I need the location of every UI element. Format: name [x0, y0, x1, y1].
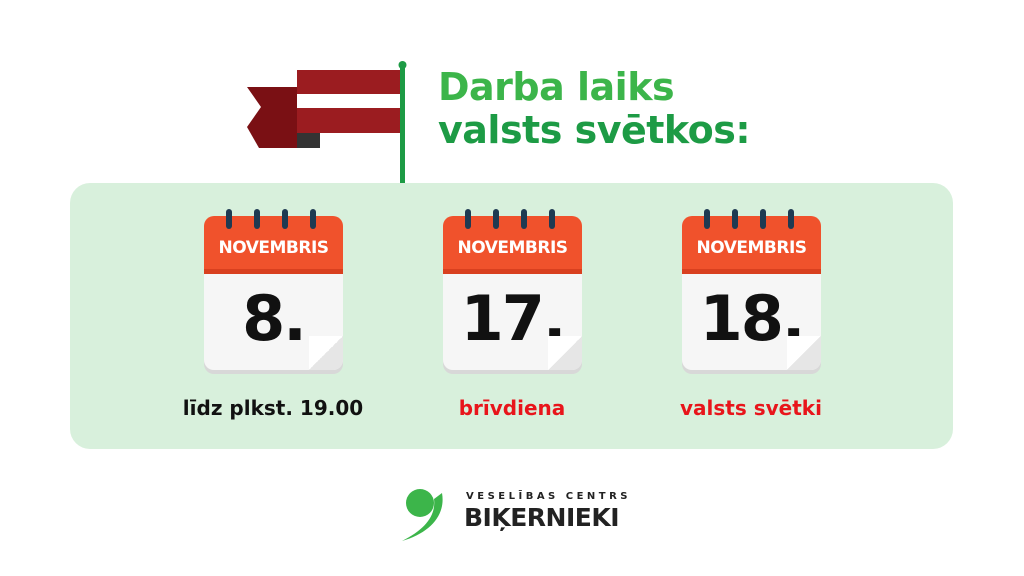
- binder-ring-icon: [732, 209, 738, 229]
- page-title: Darba laiks valsts svētkos:: [438, 65, 751, 152]
- calendar-card: NOVEMBRIS 17.: [443, 209, 582, 370]
- calendar-day: 8.: [242, 282, 307, 355]
- calendar-header: NOVEMBRIS: [682, 216, 821, 274]
- logo-tagline: VESELĪBAS CENTRS: [466, 491, 632, 502]
- latvian-flag-icon: [247, 61, 407, 183]
- binder-ring-icon: [760, 209, 766, 229]
- page-curl-icon: [787, 336, 821, 370]
- calendar-month: NOVEMBRIS: [696, 238, 807, 258]
- binder-ring-icon: [282, 209, 288, 229]
- calendar-card: NOVEMBRIS 18.: [682, 209, 821, 370]
- calendar-page: 8.: [204, 274, 343, 370]
- binder-ring-icon: [521, 209, 527, 229]
- calendar-header: NOVEMBRIS: [443, 216, 582, 274]
- logo: VESELĪBAS CENTRS BIĶERNIEKI: [400, 485, 640, 545]
- page-curl-icon: [309, 336, 343, 370]
- binder-ring-icon: [788, 209, 794, 229]
- page-curl-icon: [548, 336, 582, 370]
- binder-ring-icon: [465, 209, 471, 229]
- calendar-note: valsts svētki: [680, 396, 822, 420]
- binder-ring-icon: [310, 209, 316, 229]
- calendar-card: NOVEMBRIS 8.: [204, 209, 343, 370]
- logo-name: BIĶERNIEKI: [464, 503, 620, 532]
- calendar-month: NOVEMBRIS: [457, 238, 568, 258]
- binder-ring-icon: [493, 209, 499, 229]
- title-line-1: Darba laiks: [438, 65, 675, 109]
- calendar-month: NOVEMBRIS: [218, 238, 329, 258]
- calendar-page: 17.: [443, 274, 582, 370]
- title-line-2: valsts svētkos:: [438, 108, 751, 152]
- binder-ring-icon: [704, 209, 710, 229]
- binder-ring-icon: [549, 209, 555, 229]
- binder-ring-icon: [226, 209, 232, 229]
- calendar-page: 18.: [682, 274, 821, 370]
- calendar-header: NOVEMBRIS: [204, 216, 343, 274]
- binder-ring-icon: [254, 209, 260, 229]
- logo-mark-icon: [402, 489, 443, 541]
- calendar-note: līdz plkst. 19.00: [182, 396, 364, 420]
- calendar-note: brīvdiena: [458, 396, 566, 420]
